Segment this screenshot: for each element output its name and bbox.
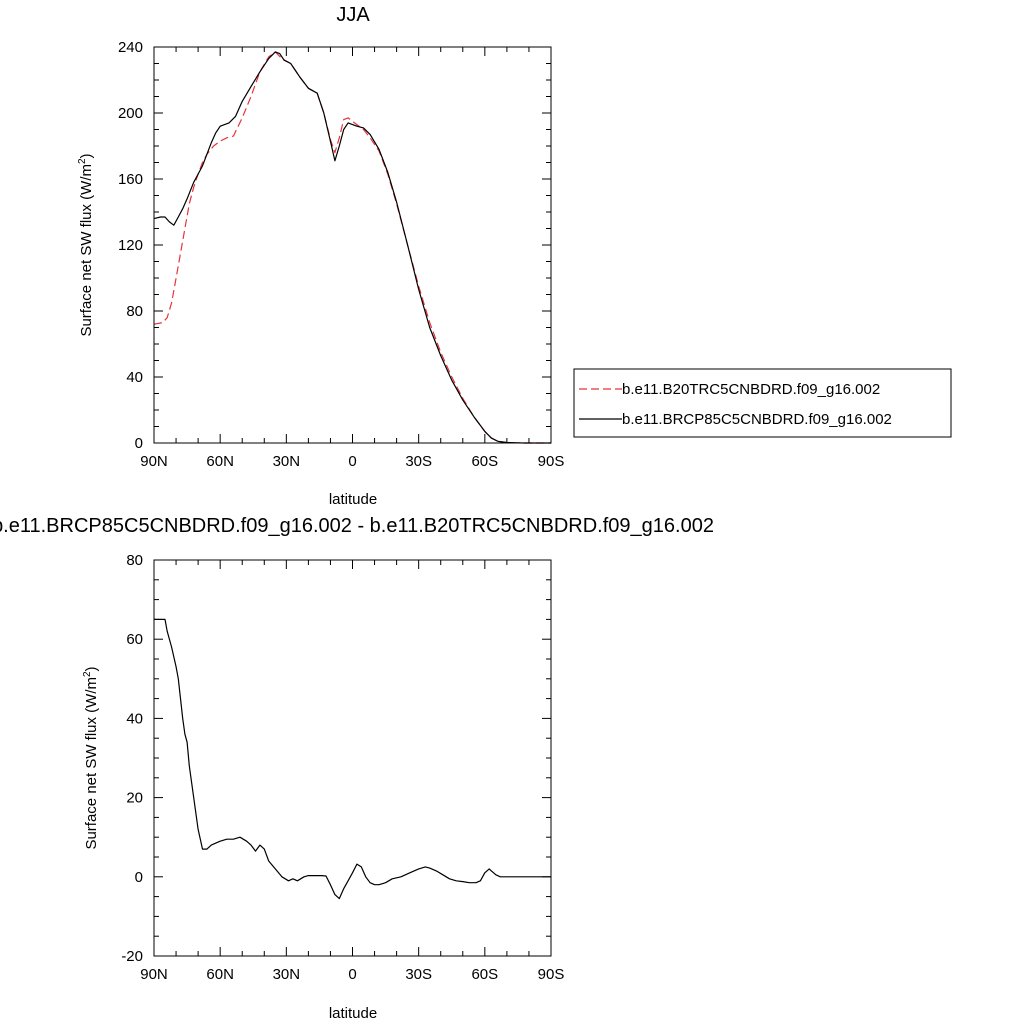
bottom-x-tick-label-0: 90N bbox=[140, 966, 168, 983]
bottom-x-tick-label-2: 30N bbox=[273, 966, 301, 983]
top-x-tick-label-6: 90S bbox=[538, 453, 565, 470]
bottom-y-axis-label-main: Surface net SW flux (W/m bbox=[83, 677, 100, 850]
bottom-y-axis-label: Surface net SW flux (W/m2) bbox=[82, 666, 100, 849]
bottom-y-tick-labels: -20 0 20 40 60 80 bbox=[121, 552, 143, 965]
bottom-x-tick-label-1: 60N bbox=[206, 966, 234, 983]
legend-label-series-2: b.e11.BRCP85C5CNBDRD.f09_g16.002 bbox=[622, 411, 892, 428]
bottom-tick-marks bbox=[153, 559, 552, 957]
top-x-tick-labels: 90N 60N 30N 0 30S 60S 90S bbox=[140, 453, 564, 470]
bottom-plot-frame bbox=[153, 559, 552, 957]
legend: b.e11.B20TRC5CNBDRD.f09_g16.002 b.e11.BR… bbox=[573, 368, 952, 438]
bottom-y-tick-label-5: 80 bbox=[126, 552, 143, 569]
top-y-tick-label-1: 40 bbox=[126, 369, 143, 386]
top-y-tick-label-5: 200 bbox=[118, 105, 143, 122]
bottom-chart-title: b.e11.BRCP85C5CNBDRD.f09_g16.002 - b.e11… bbox=[0, 515, 714, 537]
bottom-y-tick-label-3: 40 bbox=[126, 710, 143, 727]
top-x-tick-label-3: 0 bbox=[348, 453, 356, 470]
bottom-y-tick-label-0: -20 bbox=[121, 948, 143, 965]
bottom-y-axis-label-close: ) bbox=[83, 666, 100, 671]
bottom-x-axis-label: latitude bbox=[329, 1005, 377, 1022]
top-x-axis-label: latitude bbox=[329, 491, 377, 508]
bottom-series-lines bbox=[154, 618, 551, 900]
bottom-x-tick-label-4: 30S bbox=[405, 966, 432, 983]
top-x-tick-label-5: 60S bbox=[471, 453, 498, 470]
bottom-y-tick-label-4: 60 bbox=[126, 631, 143, 648]
top-y-tick-label-0: 0 bbox=[135, 435, 143, 452]
bottom-x-tick-labels: 90N 60N 30N 0 30S 60S 90S bbox=[140, 966, 564, 983]
top-x-tick-label-1: 60N bbox=[206, 453, 234, 470]
legend-box bbox=[573, 368, 952, 438]
top-series-lines bbox=[153, 51, 551, 444]
bottom-series-line-1 bbox=[154, 618, 551, 900]
top-x-tick-label-0: 90N bbox=[140, 453, 168, 470]
bottom-y-tick-label-2: 20 bbox=[126, 790, 143, 807]
legend-label-series-1: b.e11.B20TRC5CNBDRD.f09_g16.002 bbox=[622, 381, 880, 398]
top-tick-marks bbox=[153, 46, 552, 444]
bottom-y-axis-label-sup: 2 bbox=[82, 671, 93, 677]
top-plot-frame bbox=[153, 46, 552, 444]
top-y-axis-label-sup: 2 bbox=[77, 158, 88, 164]
bottom-x-tick-label-5: 60S bbox=[471, 966, 498, 983]
top-y-axis-label-close: ) bbox=[78, 153, 95, 158]
bottom-panel: b.e11.BRCP85C5CNBDRD.f09_g16.002 - b.e11… bbox=[0, 515, 714, 1022]
bottom-x-tick-label-3: 0 bbox=[348, 966, 356, 983]
top-x-tick-label-4: 30S bbox=[405, 453, 432, 470]
top-y-tick-label-4: 160 bbox=[118, 171, 143, 188]
top-chart-title: JJA bbox=[336, 4, 370, 26]
top-y-tick-label-6: 240 bbox=[118, 39, 143, 56]
top-x-tick-label-2: 30N bbox=[273, 453, 301, 470]
top-y-axis-label-main: Surface net SW flux (W/m bbox=[78, 164, 95, 337]
top-y-tick-label-2: 80 bbox=[126, 303, 143, 320]
top-y-axis-label: Surface net SW flux (W/m2) bbox=[77, 153, 95, 336]
top-series-line-2 bbox=[153, 51, 551, 444]
bottom-y-tick-label-1: 0 bbox=[135, 869, 143, 886]
top-series-line-1 bbox=[153, 51, 551, 444]
top-y-tick-labels: 0 40 80 120 160 200 240 bbox=[118, 39, 143, 452]
top-y-tick-label-3: 120 bbox=[118, 237, 143, 254]
bottom-x-tick-label-6: 90S bbox=[538, 966, 565, 983]
